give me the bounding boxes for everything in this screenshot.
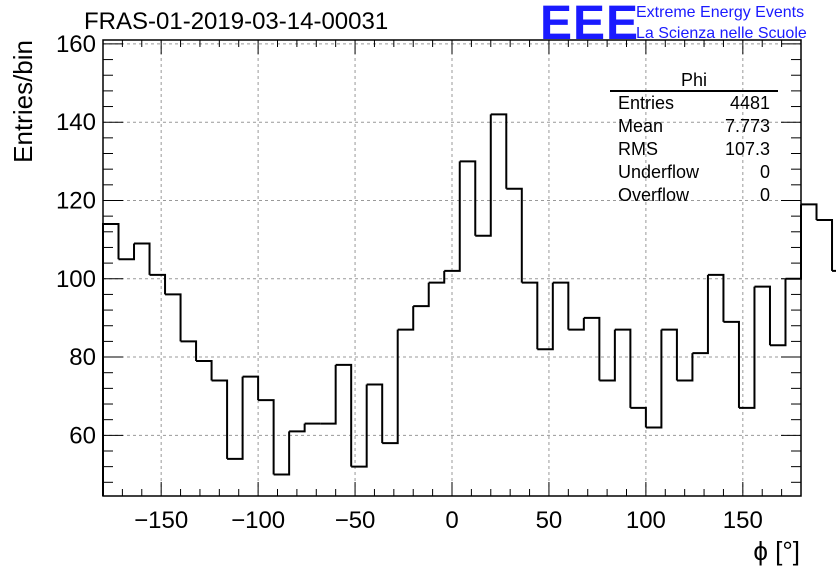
- histogram-bin: [196, 359, 213, 381]
- histogram-bin: [676, 353, 694, 382]
- histogram-bin: [816, 219, 834, 271]
- histogram-bin: [785, 204, 802, 280]
- histogram-bin: [537, 282, 554, 351]
- histogram-bin: [738, 286, 756, 409]
- histogram-bin: [382, 329, 399, 445]
- histogram-bin: [134, 242, 151, 275]
- stats-label: Entries: [618, 93, 675, 113]
- histogram-bin: [645, 329, 663, 429]
- histogram-bin: [521, 281, 539, 350]
- y-tick-label: 100: [56, 266, 96, 293]
- histogram-bin: [568, 317, 585, 331]
- stats-label: Underflow: [618, 162, 700, 182]
- x-tick-label: −50: [335, 507, 376, 534]
- histogram-bin: [320, 364, 337, 425]
- histogram-bin: [692, 274, 709, 355]
- histogram-bin: [769, 278, 787, 347]
- histogram-bin: [335, 363, 353, 467]
- histogram-bin: [397, 306, 415, 331]
- histogram-bin: [552, 281, 570, 330]
- histogram-bin: [149, 273, 167, 295]
- stats-box: Phi Entries 4481 Mean 7.773 RMS 107.3 Un…: [610, 70, 778, 207]
- histogram-bin: [490, 113, 508, 189]
- y-axis-label: Entries/bin: [8, 40, 38, 163]
- stats-value: 0: [759, 185, 770, 205]
- histogram-bin: [413, 282, 430, 308]
- histogram-bin: [273, 431, 291, 476]
- stats-row-mean: Mean 7.773: [610, 115, 778, 138]
- histogram-bin: [258, 399, 275, 475]
- x-tick-label: 100: [626, 507, 666, 534]
- histogram-bin: [459, 160, 477, 236]
- tick-labels: −150 −100 −50 0 50 100 150 60 80 100 120 140 160: [56, 31, 763, 534]
- logo-subtitle-2: La Scienza nelle Scuole: [636, 25, 807, 42]
- histogram-bin: [754, 285, 771, 346]
- histogram-bin: [351, 384, 368, 468]
- stats-row-overflow: Overflow 0: [610, 184, 778, 207]
- histogram-bin: [707, 273, 725, 322]
- x-tick-label: 150: [723, 507, 763, 534]
- x-tick-label: 0: [445, 507, 458, 534]
- histogram-bin: [475, 114, 492, 237]
- y-tick-label: 140: [56, 109, 96, 136]
- stats-title: Phi: [610, 70, 778, 92]
- histogram-bin: [428, 270, 446, 284]
- stats-value: 0: [759, 162, 770, 182]
- x-tick-label: 50: [536, 507, 563, 534]
- histogram-bin: [599, 329, 616, 382]
- stats-value: 107.3: [724, 139, 770, 159]
- stats-row-entries: Entries 4481: [610, 92, 778, 115]
- y-tick-label: 60: [69, 422, 96, 449]
- logo-subtitle-1: Extreme Energy Events: [636, 4, 805, 21]
- histogram-bin: [630, 406, 647, 428]
- histogram-bin: [211, 379, 229, 459]
- stats-label: RMS: [618, 139, 658, 159]
- histogram-bin: [102, 222, 120, 496]
- histogram-bin: [444, 161, 461, 272]
- x-axis-label: ϕ [°]: [753, 536, 800, 566]
- histogram-bin: [289, 423, 306, 433]
- x-tick-label: −100: [231, 507, 285, 534]
- histogram-bin: [180, 340, 198, 361]
- histogram-bin: [583, 316, 601, 381]
- histogram-bin: [661, 328, 678, 381]
- stats-row-rms: RMS 107.3: [610, 138, 778, 161]
- histogram-bin: [801, 203, 818, 221]
- histogram-bin: [723, 320, 740, 408]
- histogram-bars: [102, 113, 836, 496]
- stats-value: 4481: [729, 93, 770, 113]
- stats-label: Mean: [618, 116, 664, 136]
- histogram-bin: [614, 328, 632, 408]
- histogram-bin: [227, 376, 244, 460]
- y-tick-label: 120: [56, 187, 96, 214]
- chart-title: FRAS-01-2019-03-14-00031: [84, 8, 389, 35]
- stats-value: 7.773: [724, 116, 770, 136]
- histogram-bin: [118, 243, 136, 261]
- stats-label: Overflow: [618, 185, 690, 205]
- histogram-bin: [165, 293, 182, 342]
- histogram-bin: [242, 375, 260, 401]
- x-tick-label: −150: [134, 507, 188, 534]
- y-tick-label: 80: [69, 344, 96, 371]
- y-tick-label: 160: [56, 31, 96, 58]
- eee-logo: EEE: [540, 0, 640, 50]
- axis-ticks: [102, 40, 802, 496]
- histogram-bin: [366, 383, 384, 444]
- stats-row-underflow: Underflow 0: [610, 161, 778, 184]
- histogram-bin: [506, 187, 523, 283]
